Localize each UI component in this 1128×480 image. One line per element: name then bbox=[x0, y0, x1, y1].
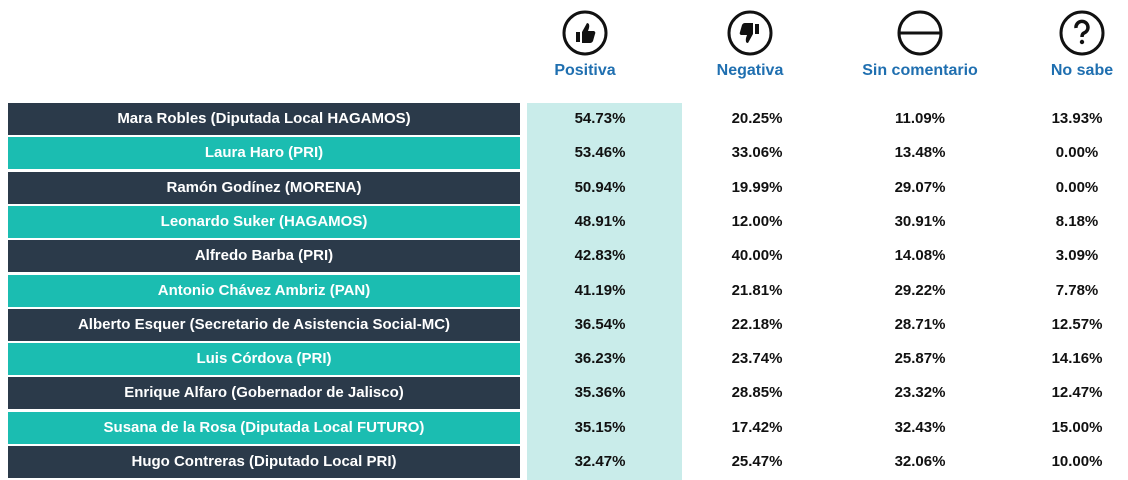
percentage: 54.73% bbox=[574, 110, 626, 127]
candidate-name: Luis Córdova (PRI) bbox=[8, 343, 520, 376]
percentage: 12.00% bbox=[731, 212, 783, 230]
candidate-name: Alfredo Barba (PRI) bbox=[8, 240, 520, 273]
percentage: 14.16% bbox=[1051, 350, 1103, 368]
column-header: Negativa bbox=[716, 62, 784, 79]
percentage: 14.08% bbox=[894, 247, 946, 265]
percentage: 12.47% bbox=[1051, 384, 1103, 402]
percentage: 28.71% bbox=[894, 315, 946, 333]
percentage: 0.00% bbox=[1055, 144, 1099, 162]
question-icon bbox=[1059, 10, 1105, 56]
percentage: 15.00% bbox=[1051, 418, 1103, 436]
candidate-name: Ramón Godínez (MORENA) bbox=[8, 171, 520, 204]
icons bbox=[562, 10, 1105, 56]
percentage: 41.19% bbox=[574, 281, 626, 299]
column-header: Sin comentario bbox=[862, 62, 978, 79]
percentage: 21.81% bbox=[731, 281, 783, 299]
percentage: 40.00% bbox=[731, 247, 783, 265]
candidate-name: Antonio Chávez Ambriz (PAN) bbox=[8, 274, 520, 307]
column-header: Positiva bbox=[554, 62, 616, 79]
thumbs-up-icon bbox=[562, 10, 608, 56]
percentage: 36.54% bbox=[574, 315, 626, 333]
percentage: 32.06% bbox=[894, 453, 946, 470]
percentage: 53.46% bbox=[574, 144, 626, 162]
candidate-name: Leonardo Suker (HAGAMOS) bbox=[8, 205, 520, 238]
percentage: 29.22% bbox=[894, 281, 946, 299]
percentage: 48.91% bbox=[574, 212, 626, 230]
percentage: 25.87% bbox=[894, 350, 946, 368]
percentage: 8.18% bbox=[1055, 212, 1099, 230]
candidate-name: Enrique Alfaro (Gobernador de Jalisco) bbox=[8, 377, 520, 410]
percentage: 23.74% bbox=[731, 350, 783, 368]
percentage: 23.32% bbox=[894, 384, 946, 402]
positiva-column-bg bbox=[527, 103, 682, 480]
percentage: 7.78% bbox=[1055, 281, 1099, 299]
candidate-name: Susana de la Rosa (Diputada Local FUTURO… bbox=[8, 411, 520, 444]
percentage: 0.00% bbox=[1055, 178, 1099, 196]
percentage: 13.48% bbox=[894, 144, 946, 162]
percentage: 33.06% bbox=[731, 144, 783, 162]
candidate-name: Mara Robles (Diputada Local HAGAMOS) bbox=[8, 103, 520, 135]
percentage: 42.83% bbox=[574, 247, 626, 265]
percentage: 3.09% bbox=[1055, 247, 1099, 265]
candidate-name: Alberto Esquer (Secretario de Asistencia… bbox=[8, 308, 520, 341]
percentage: 36.23% bbox=[574, 350, 626, 368]
percentage: 10.00% bbox=[1051, 453, 1103, 470]
percentage: 22.18% bbox=[731, 315, 783, 333]
thumbs-down-icon bbox=[727, 10, 773, 56]
percentage: 13.93% bbox=[1051, 110, 1103, 127]
column-header: No sabe bbox=[1050, 62, 1114, 79]
percentage: 12.57% bbox=[1051, 315, 1103, 333]
percentage: 32.47% bbox=[574, 453, 626, 470]
candidate-name: Laura Haro (PRI) bbox=[8, 137, 520, 170]
percentage: 17.42% bbox=[731, 418, 783, 436]
percentage: 35.15% bbox=[574, 418, 626, 436]
percentage: 50.94% bbox=[574, 178, 626, 196]
percentage: 11.09% bbox=[894, 110, 946, 127]
percentage: 19.99% bbox=[731, 178, 783, 196]
percentage: 30.91% bbox=[894, 212, 946, 230]
candidate-name: Hugo Contreras (Diputado Local PRI) bbox=[8, 446, 520, 478]
percentage: 32.43% bbox=[894, 418, 946, 436]
percentage: 35.36% bbox=[574, 384, 626, 402]
percentage: 29.07% bbox=[894, 178, 946, 196]
percentage: 28.85% bbox=[731, 384, 783, 402]
percentage: 25.47% bbox=[731, 453, 783, 470]
percentage: 20.25% bbox=[731, 110, 783, 127]
